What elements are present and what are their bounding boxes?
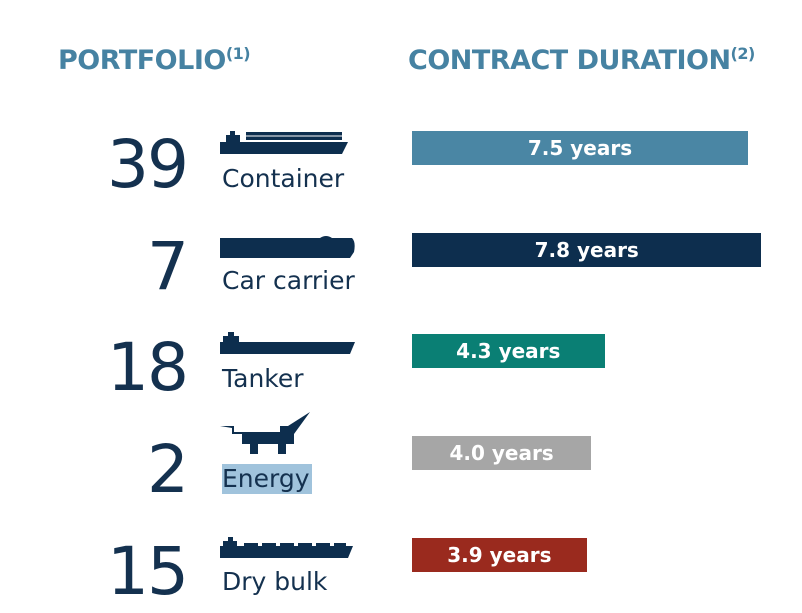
count-container: 39 (107, 126, 189, 203)
bar-data-label: 7.8 years (534, 238, 639, 262)
label-car-carrier: Car carrier (222, 266, 355, 295)
bar-data-label: 3.9 years (447, 543, 552, 567)
label-container: Container (222, 164, 345, 193)
count-dry-bulk: 15 (107, 533, 189, 610)
count-energy: 2 (147, 431, 189, 508)
label-energy: Energy (222, 464, 312, 494)
duration-title: CONTRACT DURATION (408, 45, 731, 76)
tanker-icon (220, 332, 355, 354)
duration-footnote: (2) (730, 44, 756, 63)
portfolio-title: PORTFOLIO (58, 45, 226, 76)
bar-tanker: 4.3 years (412, 334, 605, 368)
offshore-platform-icon (220, 412, 310, 454)
duration-heading: CONTRACT DURATION(2) (408, 44, 755, 76)
label-dry-bulk: Dry bulk (222, 567, 328, 596)
count-car-carrier: 7 (147, 228, 189, 305)
portfolio-footnote: (1) (225, 44, 251, 63)
count-tanker: 18 (107, 329, 189, 406)
bar-container: 7.5 years (412, 131, 748, 165)
dry-bulk-ship-icon (220, 537, 353, 558)
bar-dry-bulk: 3.9 years (412, 538, 587, 572)
bar-data-label: 4.0 years (449, 441, 554, 465)
bar-car-carrier: 7.8 years (412, 233, 762, 267)
container-ship-icon (220, 131, 348, 154)
car-carrier-icon (220, 236, 355, 258)
bar-data-label: 4.3 years (456, 339, 561, 363)
label-tanker: Tanker (222, 364, 304, 393)
bar-data-label: 7.5 years (527, 136, 633, 160)
portfolio-heading: PORTFOLIO(1) (58, 44, 251, 76)
bar-energy: 4.0 years (412, 436, 592, 470)
